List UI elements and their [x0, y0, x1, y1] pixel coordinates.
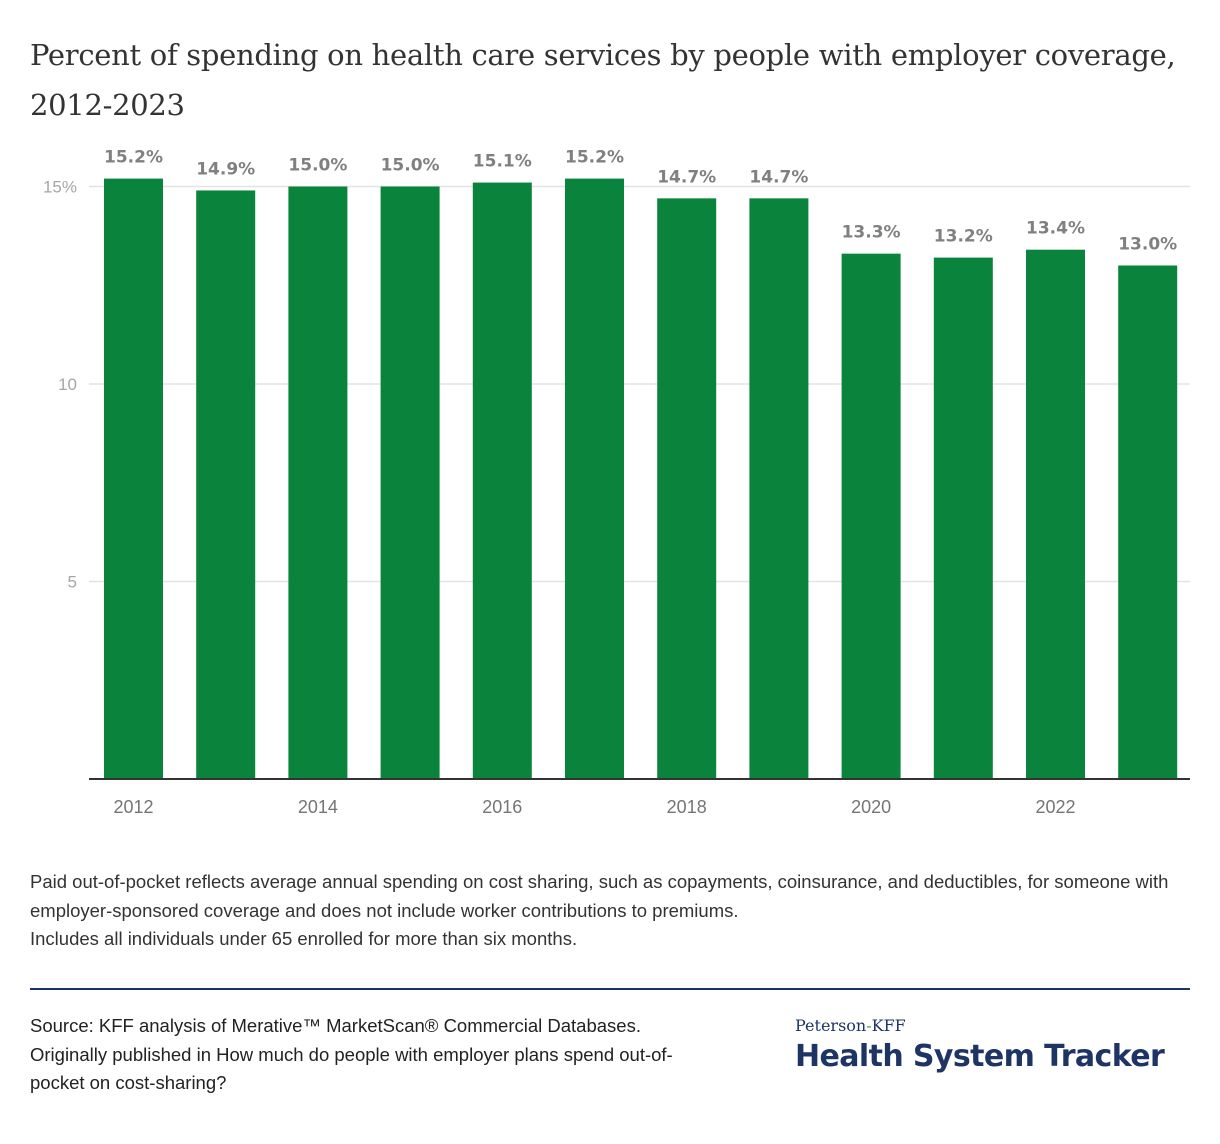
bar-chart: 5 10 15% 15.2% 14.9% 15.0% 15.0% 15.1% 15.2% 14.…: [43, 148, 1190, 817]
bars: [104, 178, 1178, 780]
bar: [1118, 265, 1178, 779]
data-label: 13.2%: [934, 227, 993, 247]
data-label: 13.4%: [1026, 219, 1085, 239]
source-text: Source: KFF analysis of Merative™ Market…: [30, 1015, 673, 1093]
data-labels: 15.2% 14.9% 15.0% 15.0% 15.1% 15.2% 14.7% 14.7%…: [104, 148, 1177, 255]
logo-subtitle: Peterson-KFF: [795, 1015, 1195, 1037]
gridlines: [89, 185, 1190, 583]
x-tick-label: 2014: [298, 797, 338, 817]
bar: [472, 182, 532, 780]
bar: [841, 253, 901, 779]
bar: [104, 178, 163, 780]
data-label: 15.0%: [381, 156, 440, 176]
x-tick-label: 2022: [1035, 797, 1075, 817]
logo-hyphen: -: [866, 1016, 872, 1035]
y-axis-ticks: 5 10 15%: [43, 178, 77, 592]
note-line: Includes all individuals under 65 enroll…: [30, 928, 578, 949]
bar: [657, 198, 717, 780]
y-tick-label: 10: [58, 375, 77, 394]
bar: [565, 178, 624, 780]
note-line: Paid out-of-pocket reflects average annu…: [30, 871, 1169, 921]
data-label: 14.7%: [657, 167, 716, 187]
data-label: 15.2%: [104, 148, 163, 168]
data-label: 13.0%: [1118, 235, 1177, 255]
y-tick-label: 5: [68, 573, 77, 592]
data-label: 14.9%: [196, 159, 255, 179]
data-label: 15.0%: [288, 156, 347, 176]
x-axis-ticks: 2012 2014 2016 2018 2020 2022: [113, 797, 1075, 817]
x-tick-label: 2018: [667, 797, 707, 817]
logo-subtitle-part: Peterson: [795, 1016, 867, 1035]
bar: [749, 198, 809, 780]
y-tick-label: 15%: [43, 178, 77, 197]
brand-logo: Peterson-KFF Health System Tracker: [795, 1015, 1195, 1077]
bar: [196, 190, 256, 779]
bar: [933, 257, 993, 780]
logo-subtitle-part: KFF: [871, 1016, 906, 1035]
x-tick-label: 2020: [851, 797, 891, 817]
chart-notes: Paid out-of-pocket reflects average annu…: [30, 868, 1195, 954]
data-label: 15.1%: [473, 152, 532, 172]
data-label: 15.2%: [565, 148, 624, 168]
x-tick-label: 2012: [113, 797, 153, 817]
chart-title: Percent of spending on health care servi…: [30, 38, 1176, 122]
x-tick-label: 2016: [482, 797, 522, 817]
bar: [288, 186, 348, 779]
bar: [380, 186, 440, 779]
footer-divider: [30, 988, 1190, 990]
bar: [1026, 249, 1085, 779]
data-label: 14.7%: [749, 167, 808, 187]
logo-title: Health System Tracker: [795, 1039, 1165, 1074]
data-label: 13.3%: [842, 223, 901, 243]
